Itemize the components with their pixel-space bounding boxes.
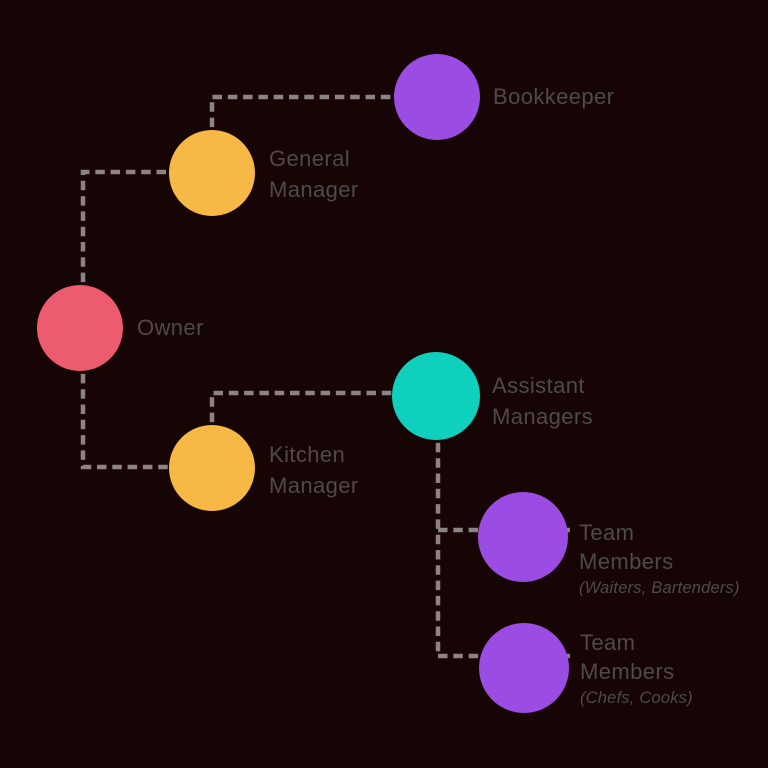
node-owner-circle [37, 285, 123, 371]
node-label-line: Kitchen [269, 442, 346, 467]
node-label-owner: Owner [137, 312, 204, 343]
node-sublabel: (Waiters, Bartenders) [579, 579, 740, 597]
node-bookkeeper-circle [394, 54, 480, 140]
node-label-line: Managers [492, 404, 594, 429]
node-label-line: Manager [269, 473, 359, 498]
node-sublabel: (Chefs, Cooks) [580, 689, 693, 707]
connector-owner-general-manager [80, 169, 212, 328]
node-team-members-chefs-cooks-circle [479, 623, 569, 713]
node-label-line: Owner [137, 315, 204, 340]
node-circles [37, 54, 569, 713]
node-label-line: General [269, 146, 351, 171]
node-label-team-members-waiters-bartenders: Team Members (Waiters, Bartenders) [579, 518, 740, 600]
node-label-line: Team [579, 520, 635, 545]
node-label-team-members-chefs-cooks: Team Members (Chefs, Cooks) [580, 628, 693, 710]
connector-owner-kitchen-manager [80, 328, 212, 470]
node-label-line: Team [580, 630, 636, 655]
node-label-general-manager: General Manager [269, 143, 359, 205]
node-label-bookkeeper: Bookkeeper [493, 81, 614, 112]
node-label-line: Bookkeeper [493, 84, 615, 109]
node-kitchen-manager-circle [169, 425, 255, 511]
node-assistant-managers-circle [392, 352, 480, 440]
node-label-line: Members [580, 659, 675, 684]
node-label-assistant-managers: Assistant Managers [492, 370, 593, 432]
node-general-manager-circle [169, 130, 255, 216]
node-label-kitchen-manager: Kitchen Manager [269, 439, 359, 501]
node-label-line: Assistant [492, 373, 585, 398]
node-team-members-waiters-bartenders-circle [478, 492, 568, 582]
node-label-line: Members [579, 549, 674, 574]
node-label-line: Manager [269, 177, 359, 202]
